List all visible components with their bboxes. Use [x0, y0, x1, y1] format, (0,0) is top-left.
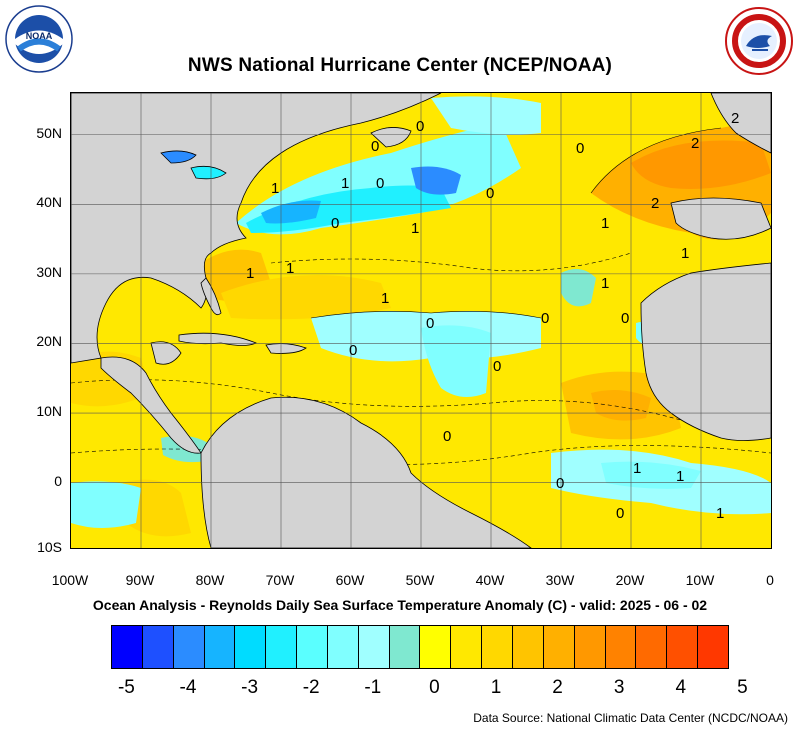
map-canvas: 0 0 0 0 1 1 1 2 2 2 1 1 1 0 0 0 0 0 0 1 1 1 0 0 0 0 1 1 1	[71, 93, 771, 548]
europe	[710, 93, 771, 154]
colorbar-tick-label: -4	[179, 677, 197, 698]
latitude-label: 10S	[37, 539, 62, 555]
graticule	[71, 93, 771, 548]
colorbar-swatch	[543, 626, 575, 668]
colorbar-swatch	[667, 626, 699, 668]
contour-label: 0	[371, 138, 379, 155]
colorbar-swatch	[235, 626, 267, 668]
longitude-label: 50W	[405, 572, 435, 588]
colorbar-swatch	[327, 626, 359, 668]
africa	[640, 262, 771, 441]
colorbar-swatch	[142, 626, 174, 668]
contour-label: 0	[376, 175, 384, 192]
contour-label: 1	[381, 290, 389, 307]
contour-label: 1	[411, 220, 419, 237]
page-title: NWS National Hurricane Center (NCEP/NOAA…	[187, 55, 613, 76]
colorbar	[111, 625, 729, 669]
colorbar-swatch	[389, 626, 421, 668]
colorbar-tick-label: 5	[737, 677, 748, 698]
colorbar-swatch	[297, 626, 328, 668]
contour-label: 1	[246, 265, 254, 282]
latitude-label: 50N	[36, 124, 62, 141]
contour-label-layer: 0 0 0 0 1 1 1 2 2 2 1 1 1 0 0 0 0 0 0 1 1 1 0 0 0 0 1 1 1	[246, 110, 739, 522]
latitude-label: 0	[54, 472, 62, 489]
longitude-label: 90W	[125, 572, 155, 588]
colorbar-swatch	[512, 626, 544, 668]
contour-label: 1	[601, 215, 609, 232]
colorbar-swatch	[636, 626, 668, 668]
colorbar-swatch	[698, 626, 728, 668]
contour-label: 0	[616, 505, 624, 522]
longitude-label: 40W	[475, 572, 505, 588]
yucatan	[150, 341, 182, 365]
colorbar-tick-label: 0	[429, 677, 440, 698]
colorbar-tick-label: 1	[490, 677, 502, 698]
longitude-label: 30W	[545, 572, 575, 588]
contour-label: 1	[286, 260, 294, 277]
longitude-label: 70W	[265, 572, 295, 588]
colorbar-swatch	[204, 626, 236, 668]
contour-label: 1	[271, 180, 279, 197]
colorbar-swatch	[112, 626, 143, 668]
colorbar-tick-label: 2	[552, 677, 563, 698]
contour-label: 1	[676, 468, 684, 485]
colorbar-swatch	[574, 626, 606, 668]
longitude-label: 100W	[51, 572, 89, 588]
nws-logo-icon	[725, 7, 793, 75]
contour-label: 0	[541, 310, 549, 327]
longitude-label: 60W	[335, 572, 365, 588]
colorbar-swatch	[605, 626, 637, 668]
colorbar-tick-label: 4	[675, 677, 687, 698]
colorbar-swatch	[482, 626, 513, 668]
latitude-label: 10N	[36, 403, 62, 420]
latitude-label: 20N	[36, 333, 62, 350]
colorbar-swatch	[420, 626, 452, 668]
contour-label: 0	[443, 428, 451, 445]
contour-label: 0	[621, 310, 629, 327]
contour-label: 1	[633, 460, 641, 477]
contour-label: 2	[731, 110, 739, 127]
contour-label: 0	[486, 185, 494, 202]
colorbar-swatch	[451, 626, 483, 668]
longitude-label: 10W	[685, 572, 715, 588]
data-source: Data Source: National Climatic Data Cent…	[473, 711, 788, 725]
contour-label: 0	[556, 475, 564, 492]
longitude-label: 80W	[195, 572, 225, 588]
sst-anomaly-map: 0 0 0 0 1 1 1 2 2 2 1 1 1 0 0 0 0 0 0 1 1 1 0 0 0 0 1 1 1	[70, 92, 772, 549]
contour-label: 0	[426, 315, 434, 332]
longitude-label: 0	[766, 572, 774, 588]
contour-label: 1	[681, 245, 689, 262]
colorbar-swatch	[173, 626, 205, 668]
contour-label: 2	[651, 195, 659, 212]
contour-label: 0	[349, 342, 357, 359]
contour-label: 0	[493, 358, 501, 375]
colorbar-tick-label: 3	[613, 677, 625, 698]
contour-label: 1	[601, 275, 609, 292]
colorbar-swatch	[358, 626, 390, 668]
north-america	[71, 93, 442, 364]
colorbar-tick-label: -5	[117, 677, 135, 698]
newfoundland	[370, 127, 412, 148]
svg-text:NOAA: NOAA	[26, 31, 53, 41]
contour-label: 1	[341, 175, 349, 192]
colorbar-tick-label: -2	[302, 677, 320, 698]
contour-label: 0	[416, 118, 424, 135]
contour-label: 0	[576, 140, 584, 157]
map-subtitle: Ocean Analysis - Reynolds Daily Sea Surf…	[92, 597, 708, 613]
land-masses	[71, 93, 771, 548]
latitude-label: 30N	[36, 263, 62, 280]
latitude-label: 40N	[36, 194, 62, 211]
contour-label: 1	[716, 505, 724, 522]
colorbar-swatch	[266, 626, 298, 668]
iberia	[670, 197, 771, 240]
colorbar-tick-label: -1	[364, 677, 382, 698]
longitude-label: 20W	[615, 572, 645, 588]
contour-label: 2	[691, 135, 699, 152]
contour-label: 0	[331, 215, 339, 232]
colorbar-tick-label: -3	[241, 677, 259, 698]
noaa-logo-icon: NOAA	[5, 5, 73, 73]
